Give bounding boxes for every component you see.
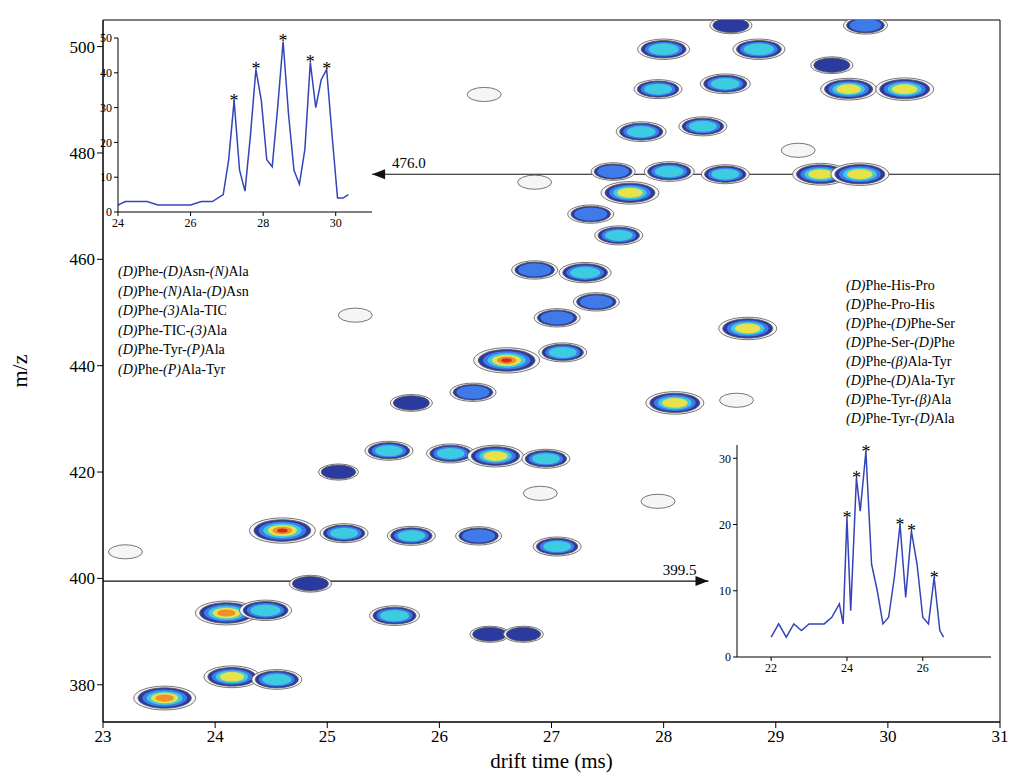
svg-text:30: 30 xyxy=(100,101,112,115)
svg-text:30: 30 xyxy=(330,216,342,230)
html-text:(D) Phe- (P) Ala-Tyr: (D) Phe- (P) Ala-Tyr xyxy=(118,361,226,377)
html-text:(D) Phe-Tyr- (β) Ala: (D) Phe-Tyr- (β) Ala xyxy=(846,392,952,407)
html-text:(D) Phe-Tyr- (D) Ala: (D) Phe-Tyr- (D) Ala xyxy=(846,411,955,426)
svg-text:440: 440 xyxy=(70,357,96,376)
svg-text:28: 28 xyxy=(655,727,672,746)
svg-text:*: * xyxy=(930,568,939,588)
svg-text:*: * xyxy=(306,52,315,72)
svg-text:460: 460 xyxy=(70,250,96,269)
html-text:(D) Phe- (3) Ala-TIC: (D) Phe- (3) Ala-TIC xyxy=(118,303,227,318)
svg-text:*: * xyxy=(230,91,239,111)
svg-text:399.5: 399.5 xyxy=(663,562,697,578)
svg-text:50: 50 xyxy=(100,31,112,45)
svg-text:*: * xyxy=(861,442,870,462)
html-text:(D) Phe-Ser- (D) Phe: (D) Phe-Ser- (D) Phe xyxy=(846,335,955,350)
svg-text:25: 25 xyxy=(319,727,336,746)
svg-text:*: * xyxy=(322,59,331,79)
svg-text:0: 0 xyxy=(725,650,731,664)
svg-text:28: 28 xyxy=(257,216,269,230)
svg-text:*: * xyxy=(251,59,260,79)
svg-text:22: 22 xyxy=(765,661,777,675)
svg-text:24: 24 xyxy=(112,216,124,230)
svg-text:26: 26 xyxy=(185,216,197,230)
svg-text:*: * xyxy=(279,31,288,51)
svg-text:*: * xyxy=(852,468,861,488)
svg-text:30: 30 xyxy=(719,452,731,466)
html-text:(D) Phe- (D) Asn- (N) Ala: (D) Phe- (D) Asn- (N) Ala xyxy=(118,264,249,279)
svg-text:500: 500 xyxy=(70,38,96,57)
svg-text:0: 0 xyxy=(106,205,112,219)
svg-text:26: 26 xyxy=(917,661,929,675)
html-text:m/z: m/z xyxy=(7,354,32,388)
html-text:(D) Phe- (β) Ala-Tyr: (D) Phe- (β) Ala-Tyr xyxy=(846,354,952,369)
svg-text:380: 380 xyxy=(70,676,96,695)
svg-text:10: 10 xyxy=(100,170,112,184)
svg-text:*: * xyxy=(842,508,851,528)
svg-text:23: 23 xyxy=(95,727,112,746)
svg-text:40: 40 xyxy=(100,66,112,80)
html-text:(D) Phe- (D) Phe-Ser: (D) Phe- (D) Phe-Ser xyxy=(846,316,955,331)
svg-text:26: 26 xyxy=(431,727,448,746)
svg-text:420: 420 xyxy=(70,463,96,482)
html-text:drift time (ms): drift time (ms) xyxy=(490,749,613,773)
svg-text:27: 27 xyxy=(543,727,561,746)
svg-text:476.0: 476.0 xyxy=(392,155,426,171)
svg-text:400: 400 xyxy=(70,569,96,588)
svg-text:30: 30 xyxy=(879,727,896,746)
svg-text:10: 10 xyxy=(719,584,731,598)
html-text:(D) Phe- (N) Ala- (D) Asn: (D) Phe- (N) Ala- (D) Asn xyxy=(118,283,249,299)
svg-text:24: 24 xyxy=(841,661,853,675)
svg-text:480: 480 xyxy=(70,144,96,163)
html-text:(D) Phe- (D) Ala-Tyr: (D) Phe- (D) Ala-Tyr xyxy=(846,373,955,388)
svg-text:20: 20 xyxy=(719,518,731,532)
svg-text:20: 20 xyxy=(100,136,112,150)
svg-text:*: * xyxy=(907,521,916,541)
svg-text:29: 29 xyxy=(767,727,784,746)
svg-text:31: 31 xyxy=(992,727,1009,746)
svg-text:24: 24 xyxy=(207,727,225,746)
html-text:(D) Phe-His-Pro: (D) Phe-His-Pro xyxy=(846,278,935,293)
html-text:(D) Phe-Pro-His: (D) Phe-Pro-His xyxy=(846,297,935,312)
html-text:(D) Phe-TIC- (3) Ala: (D) Phe-TIC- (3) Ala xyxy=(118,322,227,338)
svg-text:*: * xyxy=(896,515,905,535)
html-text:(D) Phe-Tyr- (P) Ala: (D) Phe-Tyr- (P) Ala xyxy=(118,342,225,357)
